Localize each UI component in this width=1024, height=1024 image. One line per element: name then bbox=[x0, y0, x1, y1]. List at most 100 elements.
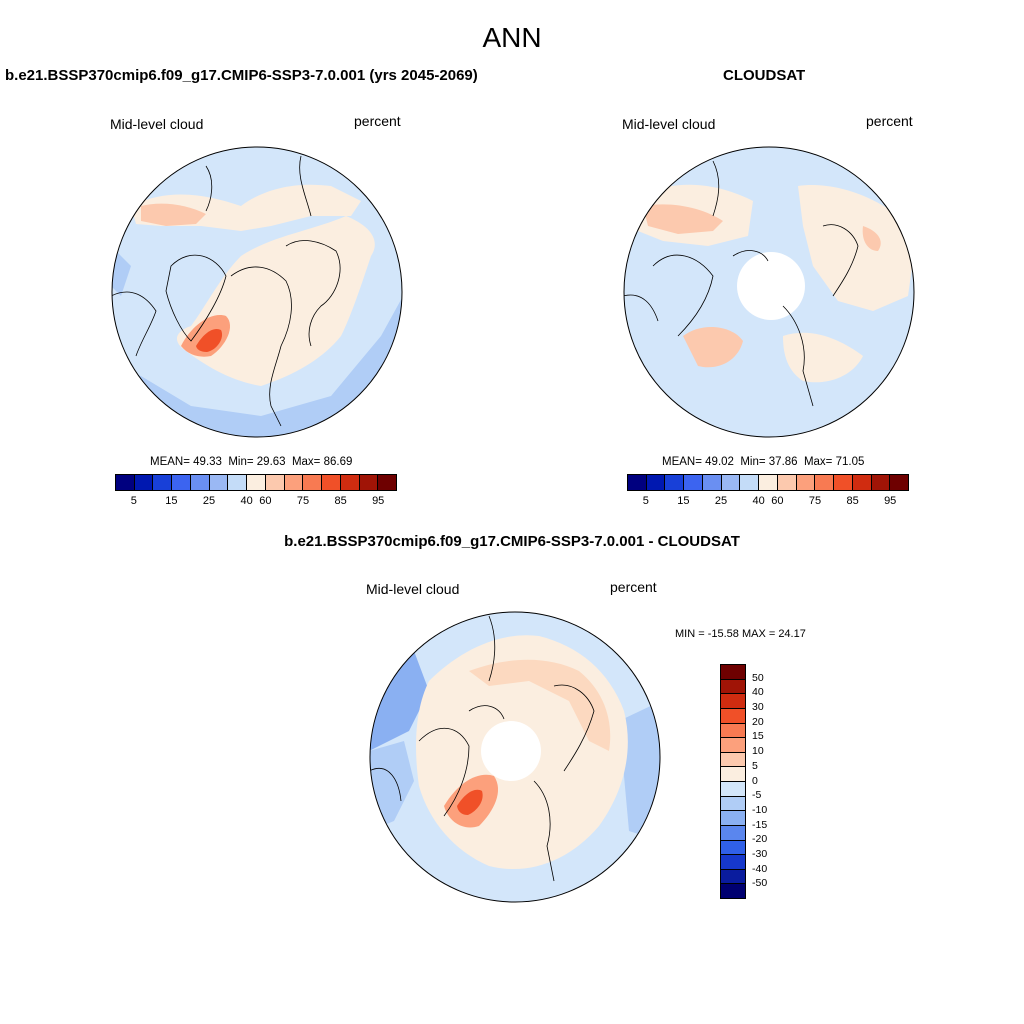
diff-colorbar-cell bbox=[721, 767, 745, 782]
diff-colorbar-tick-label: -15 bbox=[752, 818, 768, 831]
colorbar-tick-label: 15 bbox=[677, 495, 690, 507]
diff-cool-southwest bbox=[370, 741, 414, 831]
panel-2-stats: MEAN= 49.02 Min= 37.86 Max= 71.05 bbox=[662, 456, 864, 468]
colorbar-cell bbox=[134, 475, 154, 490]
panel-1-warm-patch bbox=[141, 203, 206, 226]
colorbar-cell bbox=[228, 475, 248, 490]
panel-1-stats: MEAN= 49.33 Min= 29.63 Max= 86.69 bbox=[150, 456, 352, 468]
diff-panel-units: percent bbox=[610, 579, 657, 595]
panel-2-coastline-a bbox=[652, 254, 714, 337]
diff-panel-minmax: MIN = -15.58 MAX = 24.17 bbox=[675, 628, 806, 640]
panel-2-coastline-c bbox=[822, 224, 859, 297]
panel-1-variable: Mid-level cloud bbox=[110, 116, 204, 132]
diff-colorbar-cell bbox=[721, 796, 745, 812]
colorbar-cell bbox=[284, 475, 304, 490]
panel-2-units: percent bbox=[866, 113, 913, 129]
diff-map-border bbox=[369, 611, 661, 903]
panel-1-coastline-e bbox=[205, 155, 312, 217]
colorbar-tick-label: 60 bbox=[259, 495, 272, 507]
diff-colorbar-cell bbox=[721, 811, 745, 826]
colorbar-cell bbox=[665, 475, 685, 490]
panel-2-map-border bbox=[623, 146, 915, 438]
diff-colorbar-cell bbox=[721, 723, 745, 739]
diff-coastline-a bbox=[418, 727, 470, 817]
colorbar-cell bbox=[265, 475, 285, 490]
colorbar-cell bbox=[684, 475, 703, 490]
diff-colorbar bbox=[720, 664, 746, 899]
diff-colorbar-tick-label: 20 bbox=[752, 715, 764, 728]
colorbar-tick-label: 60 bbox=[771, 495, 784, 507]
panel-1-coastline-b bbox=[230, 266, 292, 427]
diff-colorbar-tick-label: -10 bbox=[752, 803, 768, 816]
colorbar-cell bbox=[777, 475, 797, 490]
colorbar-cell bbox=[890, 475, 909, 490]
diff-panel-variable: Mid-level cloud bbox=[366, 581, 460, 597]
colorbar-tick-label: 40 bbox=[240, 495, 253, 507]
panel-2-colorbar-ticks: 5 15 25 40 60 75 85 95 bbox=[627, 495, 909, 509]
diff-panel-title: b.e21.BSSP370cmip6.f09_g17.CMIP6-SSP3-7.… bbox=[284, 533, 740, 550]
panel-1-cool-region bbox=[112, 296, 402, 437]
panel-2-mean: 49.02 bbox=[705, 456, 734, 468]
colorbar-cell bbox=[628, 475, 647, 490]
panel-2-warm-southwest bbox=[683, 326, 743, 368]
panel-1-max-label: Max= bbox=[291, 456, 321, 468]
panel-2-max-label: Max= bbox=[803, 456, 833, 468]
panel-2-polar-map bbox=[623, 146, 915, 438]
diff-colorbar-cell bbox=[721, 708, 745, 724]
colorbar-tick-label: 95 bbox=[884, 495, 897, 507]
panel-2-colorbar bbox=[627, 474, 909, 491]
colorbar-tick-label: 5 bbox=[642, 495, 649, 507]
panel-1-colorbar-ticks: 5 15 25 40 60 75 85 95 bbox=[115, 495, 397, 509]
colorbar-tick-label: 15 bbox=[165, 495, 178, 507]
diff-colorbar-cell bbox=[721, 869, 745, 885]
colorbar-cell bbox=[116, 475, 135, 490]
diff-panel-polar-map bbox=[369, 611, 661, 903]
colorbar-cell bbox=[834, 475, 853, 490]
colorbar-cell bbox=[646, 475, 666, 490]
panel-1-title: b.e21.BSSP370cmip6.f09_g17.CMIP6-SSP3-7.… bbox=[5, 67, 478, 84]
diff-coastline-d bbox=[370, 615, 496, 802]
colorbar-cell bbox=[378, 475, 397, 490]
panel-2-coastline-d bbox=[624, 160, 720, 322]
diff-coastline-b bbox=[468, 705, 555, 882]
panel-2-warm-dot bbox=[862, 226, 881, 251]
panel-2-coastline-b bbox=[732, 250, 814, 407]
colorbar-tick-label: 75 bbox=[808, 495, 822, 507]
panel-1-polar-map bbox=[111, 146, 403, 438]
panel-2-min: 37.86 bbox=[768, 456, 798, 468]
panel-2-polar-gap bbox=[737, 252, 805, 320]
diff-colorbar-cell bbox=[721, 782, 745, 797]
panel-1-warm-region bbox=[176, 216, 375, 386]
diff-light-warm-north bbox=[469, 659, 611, 751]
figure-title: ANN bbox=[482, 22, 542, 53]
panel-1-mean-label: MEAN= bbox=[150, 456, 190, 468]
panel-2-warm-northeast bbox=[798, 185, 914, 311]
panel-1-colorbar bbox=[115, 474, 397, 491]
colorbar-cell bbox=[852, 475, 872, 490]
panel-2-mean-label: MEAN= bbox=[662, 456, 702, 468]
colorbar-tick-label: 95 bbox=[372, 495, 385, 507]
colorbar-tick-label: 5 bbox=[130, 495, 137, 507]
diff-coastline-c bbox=[553, 684, 595, 772]
diff-colorbar-cell bbox=[721, 825, 745, 841]
colorbar-cell bbox=[702, 475, 722, 490]
panel-1-max: 86.69 bbox=[323, 456, 353, 468]
colorbar-cell bbox=[740, 475, 760, 490]
diff-colorbar-tick-label: -20 bbox=[752, 833, 768, 846]
colorbar-cell bbox=[359, 475, 379, 490]
colorbar-tick-label: 25 bbox=[202, 495, 216, 507]
colorbar-cell bbox=[721, 475, 741, 490]
colorbar-cell bbox=[190, 475, 210, 490]
panel-1-min: 29.63 bbox=[256, 456, 286, 468]
diff-hot-core bbox=[457, 789, 483, 815]
panel-1-min-label: Min= bbox=[228, 456, 254, 468]
diff-colorbar-tick-label: 10 bbox=[752, 745, 764, 758]
diff-colorbar-tick-label: 30 bbox=[752, 701, 764, 714]
diff-colorbar-tick-label: -30 bbox=[752, 847, 768, 860]
diff-colorbar-cell bbox=[721, 694, 745, 709]
diff-cool-east bbox=[619, 701, 660, 841]
diff-colorbar-cell bbox=[721, 679, 745, 695]
colorbar-tick-label: 25 bbox=[714, 495, 728, 507]
diff-colorbar-tick-label: 0 bbox=[752, 774, 758, 787]
diff-colorbar-tick-label: 40 bbox=[752, 686, 764, 699]
